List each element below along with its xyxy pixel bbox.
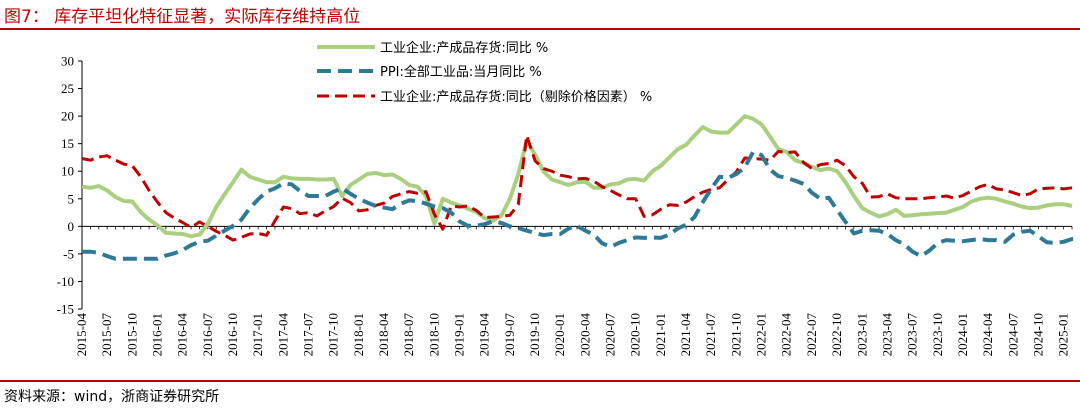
- legend-label-2: PPI:全部工业品:当月同比 %: [380, 64, 542, 80]
- x-tick-label: 2023-04: [879, 313, 894, 357]
- x-tick-label: 2018-04: [376, 313, 391, 357]
- x-tick-label: 2019-07: [502, 313, 517, 357]
- x-tick-label: 2024-07: [1005, 313, 1020, 357]
- x-tick-label: 2021-04: [678, 313, 693, 357]
- x-tick-label: 2017-01: [250, 313, 265, 356]
- x-tick-label: 2021-07: [703, 313, 718, 357]
- y-tick-label: 0: [68, 219, 75, 234]
- x-tick-label: 2016-04: [175, 313, 190, 357]
- x-tick-label: 2015-07: [99, 313, 114, 357]
- x-tick-label: 2022-04: [779, 313, 794, 357]
- x-tick-label: 2024-04: [980, 313, 995, 357]
- y-tick-label: -15: [57, 302, 74, 317]
- x-tick-label: 2023-10: [930, 313, 945, 356]
- y-tick-label: -5: [63, 246, 74, 261]
- source-rule: [0, 380, 1080, 382]
- x-tick-label: 2024-01: [955, 313, 970, 356]
- x-tick-label: 2016-10: [225, 313, 240, 356]
- legend-label-1: 工业企业:产成品存货:同比 %: [380, 40, 548, 56]
- y-tick-label: -10: [57, 274, 74, 289]
- legend-label-3: 工业企业:产成品存货:同比（剔除价格因素） %: [380, 89, 652, 105]
- x-tick-label: 2023-07: [905, 313, 920, 357]
- x-tick-label: 2019-10: [527, 313, 542, 356]
- x-tick-label: 2017-04: [275, 313, 290, 357]
- y-tick-label: 5: [68, 191, 75, 206]
- chart-canvas: -15 -10 -5 0 5 10 15 20 25 30 2015-04 2015-07 2015-1…: [57, 40, 1080, 357]
- source-note: 资料来源：wind，浙商证券研究所: [4, 389, 220, 405]
- x-tick-label: 2018-10: [426, 313, 441, 356]
- x-tick-label: 2020-04: [577, 313, 592, 357]
- series-line-3: [81, 133, 1073, 242]
- x-tick-label: 2024-10: [1030, 313, 1045, 356]
- x-tick-label: 2016-01: [150, 313, 165, 356]
- x-tick-label: 2021-10: [728, 313, 743, 356]
- x-tick-label: 2020-01: [552, 313, 567, 356]
- y-tick-label: 15: [61, 136, 74, 151]
- chart-legend: 工业企业:产成品存货:同比 % PPI:全部工业品:当月同比 % 工业企业:产成品存…: [317, 40, 652, 105]
- y-tick-label: 25: [61, 81, 74, 96]
- x-tick-label: 2019-01: [452, 313, 467, 356]
- x-tick-label: 2020-07: [603, 313, 618, 357]
- x-tick-label: 2016-07: [200, 313, 215, 357]
- x-tick-label: 2020-10: [628, 313, 643, 356]
- series-line-1: [81, 114, 1073, 239]
- x-tick-label: 2019-04: [477, 313, 492, 357]
- y-tick-label: 10: [61, 164, 74, 179]
- chart-title: 图7： 库存平坦化特征显著，实际库存维持高位: [4, 7, 361, 27]
- chart-series: [81, 114, 1080, 261]
- x-tick-label: 2023-01: [854, 313, 869, 356]
- x-tick-label: 2022-07: [804, 313, 819, 357]
- x-tick-label: 2021-01: [653, 313, 668, 356]
- x-tick-label: 2022-10: [829, 313, 844, 356]
- y-tick-label: 30: [61, 54, 74, 69]
- x-tick-label: 2018-07: [401, 313, 416, 357]
- series-line-2: [82, 149, 1080, 261]
- y-tick-label: 20: [61, 109, 74, 124]
- x-tick-label: 2017-10: [326, 313, 341, 356]
- x-tick-label: 2017-07: [301, 313, 316, 357]
- x-tick-label: 2025-01: [1056, 313, 1071, 356]
- x-tick-label: 2015-04: [74, 313, 89, 357]
- title-rule: [0, 28, 1080, 30]
- x-tick-label: 2015-10: [124, 313, 139, 356]
- x-tick-label: 2018-01: [351, 313, 366, 356]
- chart-axes: -15 -10 -5 0 5 10 15 20 25 30 2015-04 2015-07 2015-1…: [57, 54, 1073, 357]
- x-tick-label: 2022-01: [754, 313, 769, 356]
